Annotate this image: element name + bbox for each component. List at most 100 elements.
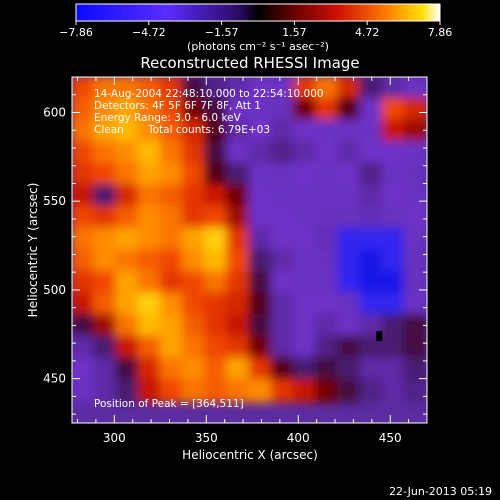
heatmap-cell [292,313,318,338]
heatmap-cell [204,184,229,208]
y-tick-label: 550 [43,194,66,208]
colorbar-tick-label: −7.86 [59,26,93,39]
heatmap-cell [93,335,118,360]
heatmap-cell [403,378,427,403]
heatmap-cell [315,227,340,252]
heatmap-cell [337,357,362,381]
y-tick-label: 450 [43,372,66,386]
heatmap-cell [93,227,118,252]
heatmap-cell [381,313,406,338]
heatmap-cell [381,77,406,100]
heatmap-cell [115,270,140,295]
heatmap-cell [337,77,362,100]
heatmap-cell [315,205,340,230]
heatmap-cell [159,292,184,316]
heatmap-cell [359,140,384,165]
footer-date: 22-Jun-2013 05:19 [389,485,492,498]
heatmap-cell [337,184,362,208]
colorbar-tick-label: −1.57 [205,26,239,39]
heatmap-cell [72,378,96,403]
heatmap-cell [159,184,184,208]
heatmap-cell [115,335,140,360]
heatmap-cell [248,227,273,252]
heatmap-cell [204,378,229,403]
heatmap-cell [292,184,318,208]
heatmap-cell [403,270,427,295]
heatmap-cell [93,357,118,381]
heatmap-cell [315,119,340,143]
heatmap-cell [292,227,318,252]
heatmap-cell [204,97,229,122]
heatmap-cell [359,227,384,252]
heatmap-cell [381,140,406,165]
heatmap-cell [204,357,229,381]
heatmap-cell [181,270,207,295]
heatmap-cell [204,77,229,100]
heatmap-cell [381,162,406,187]
heatmap-cell [248,162,273,187]
heatmap-cell [93,378,118,403]
heatmap-cell [403,292,427,316]
heatmap [72,77,427,423]
annotations: 14-Aug-2004 22:48:10.000 to 22:54:10.000… [94,88,324,410]
heatmap-cell [204,270,229,295]
heatmap-cell [159,227,184,252]
heatmap-cell [381,249,406,273]
heatmap-cell [226,292,251,316]
heatmap-cell [204,119,229,143]
heatmap-cell [292,140,318,165]
heatmap-cell [204,335,229,360]
heatmap-cell [359,292,384,316]
heatmap-cell [315,162,340,187]
heatmap-cell [248,205,273,230]
heatmap-cell [115,140,140,165]
heatmap-cell [359,270,384,295]
heatmap-cell [115,378,140,403]
heatmap-cell [381,227,406,252]
heatmap-cell [115,357,140,381]
heatmap-cell [226,77,251,100]
heatmap-cell [159,205,184,230]
heatmap-cell [270,184,295,208]
heatmap-cell [248,249,273,273]
heatmap-cell [337,378,362,403]
heatmap-cell [72,270,96,295]
heatmap-cell [72,97,96,122]
heatmap-cell [137,184,162,208]
heatmap-cell [270,205,295,230]
heatmap-cell [337,292,362,316]
heatmap-cell [359,97,384,122]
minimum-marker [376,331,383,342]
heatmap-cell [137,227,162,252]
heatmap-cell [72,227,96,252]
heatmap-cell [337,249,362,273]
heatmap-cell [93,270,118,295]
heatmap-cell [315,335,340,360]
heatmap-cell [72,205,96,230]
heatmap-cell [159,77,184,100]
x-axis-label: Heliocentric X (arcsec) [182,448,318,462]
heatmap-cell [159,313,184,338]
heatmap-cell [248,357,273,381]
heatmap-cell [359,184,384,208]
heatmap-cell [315,378,340,403]
colorbar-tick-label: 7.86 [428,26,453,39]
heatmap-cell [337,97,362,122]
y-axis-label: Heliocentric Y (arcsec) [26,183,40,318]
heatmap-cell [204,227,229,252]
heatmap-cell [93,205,118,230]
heatmap-cell [359,162,384,187]
heatmap-cell [248,335,273,360]
heatmap-cell [270,357,295,381]
heatmap-cell [204,249,229,273]
heatmap-cell [159,162,184,187]
heatmap-cell [181,357,207,381]
colorbar-tick-label: 1.57 [282,26,307,39]
heatmap-cell [115,292,140,316]
heatmap-cell [270,97,295,122]
peak-position: Position of Peak = [364,511] [94,398,244,410]
x-tick-label: 300 [103,431,126,445]
heatmap-cell [315,249,340,273]
heatmap-cell [137,313,162,338]
